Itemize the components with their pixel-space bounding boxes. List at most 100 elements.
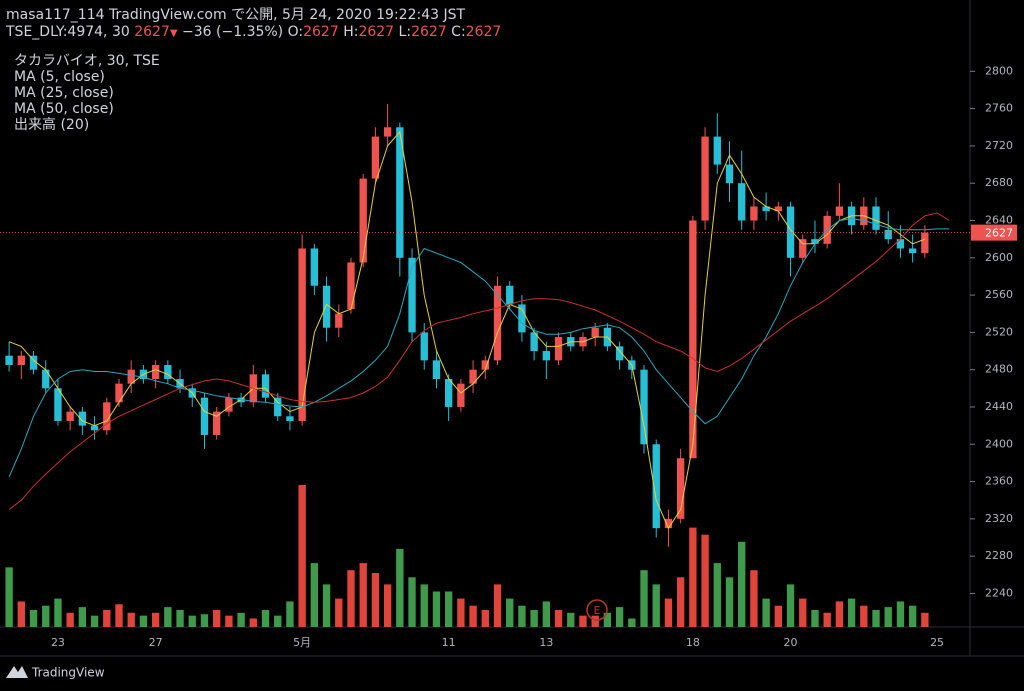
x-tick-label: 5月 <box>293 636 311 649</box>
volume-bar <box>78 607 87 627</box>
volume-bar <box>750 570 758 627</box>
quote-line: TSE_DLY:4974, 30 2627▼ −36 (−1.35%) O:26… <box>6 23 501 43</box>
x-tick-label: 23 <box>51 636 65 649</box>
volume-bar <box>213 609 221 627</box>
candle-body <box>652 444 660 529</box>
y-tick-label: 2520 <box>985 325 1013 338</box>
candle-body <box>676 458 685 519</box>
volume-bar <box>640 570 648 627</box>
candle-body <box>713 136 721 165</box>
volume-bar <box>445 591 453 627</box>
volume-bar <box>359 563 367 627</box>
candle-body <box>396 127 404 258</box>
volume-bar <box>725 577 734 627</box>
candle-body <box>115 383 123 403</box>
x-tick-label: 13 <box>539 636 553 649</box>
volume-bar <box>408 577 416 627</box>
ohlc-label: O: <box>287 24 304 40</box>
x-tick-label: 18 <box>686 636 700 649</box>
volume-bar <box>615 607 624 627</box>
y-tick-label: 2320 <box>985 512 1013 525</box>
down-arrow: ▼ <box>169 28 178 39</box>
volume-bar <box>127 612 135 627</box>
legend-entry: MA (5, close) <box>14 69 105 85</box>
candle-body <box>213 411 221 435</box>
candle-body <box>738 183 746 221</box>
volume-bar <box>493 584 502 627</box>
volume-bar <box>628 618 636 627</box>
volume-bar <box>799 598 807 627</box>
candle-body <box>164 365 172 379</box>
publisher: masa117_114 TradingView.com で公開, 5月 24, … <box>6 7 466 23</box>
volume-bar <box>554 609 563 627</box>
event-marker <box>586 599 608 621</box>
candle-body <box>701 136 709 221</box>
volume-bar <box>29 609 38 627</box>
volume-bar <box>90 615 99 627</box>
volume-bar <box>664 598 673 627</box>
volume-bar <box>847 598 856 627</box>
y-tick-label: 2440 <box>985 400 1013 413</box>
candle-body <box>286 416 294 421</box>
volume-bar <box>115 604 123 627</box>
volume-bar <box>310 563 319 627</box>
price-axis: 2240 2280 2320 2360 2400 2440 2480 2520 2560 2600… <box>970 64 1013 599</box>
volume-bar <box>786 584 795 627</box>
candle-body <box>896 239 905 249</box>
volume-bar <box>811 609 819 627</box>
candle-body <box>799 239 807 258</box>
volume-bar <box>713 563 721 627</box>
candle-body <box>274 397 282 417</box>
plot <box>5 103 950 627</box>
logo-icon <box>6 666 28 678</box>
y-tick-label: 2600 <box>985 251 1013 264</box>
event-label: E <box>594 604 601 617</box>
candle-body <box>835 206 844 216</box>
candle-body <box>762 206 770 212</box>
candle-body <box>689 220 697 459</box>
volume-bar <box>518 605 526 627</box>
volume-bar <box>835 601 844 627</box>
candle-body <box>725 164 734 184</box>
candle-body <box>432 360 441 379</box>
y-tick-label: 2720 <box>985 139 1013 152</box>
y-tick-label: 2560 <box>985 288 1013 301</box>
candle-body <box>615 346 624 361</box>
candle-body <box>127 369 135 384</box>
candle-body <box>921 232 929 254</box>
volume-bar <box>225 615 233 627</box>
candle-body <box>322 285 331 328</box>
volume-bar <box>676 577 685 627</box>
volume-bar <box>530 609 538 627</box>
volume-bar <box>274 615 282 627</box>
volume-bar <box>921 612 929 627</box>
candle-body <box>420 332 428 361</box>
ma-line <box>8 130 926 530</box>
y-tick-label: 2800 <box>985 64 1013 77</box>
volume-bar <box>896 601 905 627</box>
brand: TradingView <box>31 666 105 680</box>
volume-bar <box>103 609 111 627</box>
y-tick-label: 2760 <box>985 102 1013 115</box>
candle-body <box>151 365 160 379</box>
volume-bar <box>286 601 294 627</box>
candle-body <box>371 136 380 179</box>
ohlc-value: 2627 <box>303 24 339 40</box>
volume-bar <box>176 609 184 627</box>
volume-bar <box>762 598 770 627</box>
price-label: 2627 <box>985 227 1013 240</box>
candle-body <box>17 355 25 366</box>
publisher-line: masa117_114 TradingView.com で公開, 5月 24, … <box>6 6 465 24</box>
candle-body <box>542 351 551 361</box>
volume-bar <box>701 534 709 627</box>
y-tick-label: 2400 <box>985 437 1013 450</box>
volume-bar <box>200 614 209 627</box>
legend-entry: MA (25, close) <box>14 85 114 101</box>
ma-line <box>8 212 950 510</box>
volume-bar <box>774 605 782 627</box>
ohlc-label: C: <box>451 24 466 40</box>
volume-bar <box>738 541 746 627</box>
volume-bar <box>579 615 587 627</box>
x-tick-label: 27 <box>149 636 163 649</box>
